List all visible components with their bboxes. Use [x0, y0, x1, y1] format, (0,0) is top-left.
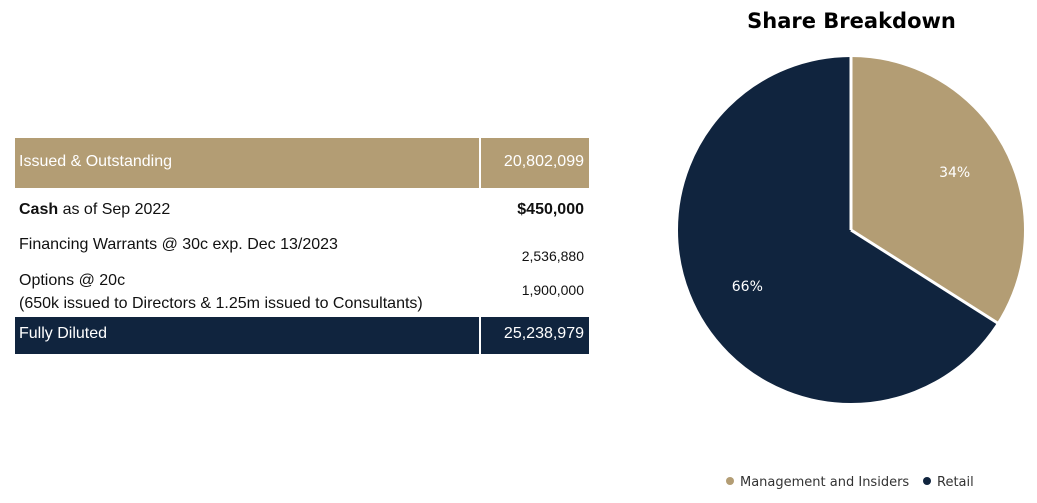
cash-value: $450,000: [517, 201, 584, 218]
cash-label: Cash as of Sep 2022: [19, 201, 170, 219]
share-breakdown-chart: Share Breakdown 34% 66% Management and In…: [640, 0, 1037, 503]
legend-swatch: [726, 477, 734, 485]
slice-separator: [850, 228, 999, 325]
chart-title: Share Breakdown: [747, 9, 956, 33]
legend-label: Retail: [937, 475, 974, 490]
pie-label-retail: 66%: [732, 279, 763, 295]
cash-label-date: as of Sep 2022: [58, 201, 171, 218]
options-row: Options @ 20c (650k issued to Directors …: [15, 267, 589, 313]
options-value: 1,900,000: [521, 282, 584, 298]
warrants-value: 2,536,880: [521, 248, 584, 264]
issued-outstanding-row: Issued & Outstanding 20,802,099: [15, 138, 589, 188]
legend-item-retail: Retail: [923, 475, 974, 490]
column-divider: [479, 317, 481, 354]
options-label-line2: (650k issued to Directors & 1.25m issued…: [19, 295, 423, 312]
legend-item-management-and-insiders: Management and Insiders: [726, 475, 909, 490]
pie-chart: 34% 66%: [676, 55, 1026, 405]
issued-outstanding-label: Issued & Outstanding: [19, 153, 172, 170]
legend-label: Management and Insiders: [740, 475, 910, 490]
pie-outline: [676, 55, 1026, 405]
pie-label-management-and-insiders: 34%: [939, 165, 970, 181]
cash-label-bold: Cash: [19, 201, 59, 218]
cash-row: Cash as of Sep 2022 $450,000: [15, 198, 589, 234]
fully-diluted-value: 25,238,979: [503, 325, 584, 342]
fully-diluted-row: Fully Diluted 25,238,979: [15, 317, 589, 354]
warrants-row: Financing Warrants @ 30c exp. Dec 13/202…: [15, 234, 589, 270]
column-divider: [479, 138, 481, 188]
share-structure-table: Issued & Outstanding 20,802,099 Cash as …: [15, 138, 589, 354]
issued-outstanding-value: 20,802,099: [503, 153, 584, 170]
chart-legend: Management and Insiders Retail: [726, 475, 1026, 493]
fully-diluted-label: Fully Diluted: [19, 325, 108, 342]
pie-slice-retail: [677, 56, 998, 404]
warrants-label: Financing Warrants @ 30c exp. Dec 13/202…: [19, 236, 338, 253]
options-label: Options @ 20c (650k issued to Directors …: [19, 269, 423, 315]
legend-swatch: [923, 477, 931, 485]
options-label-line1: Options @ 20c: [19, 272, 126, 289]
